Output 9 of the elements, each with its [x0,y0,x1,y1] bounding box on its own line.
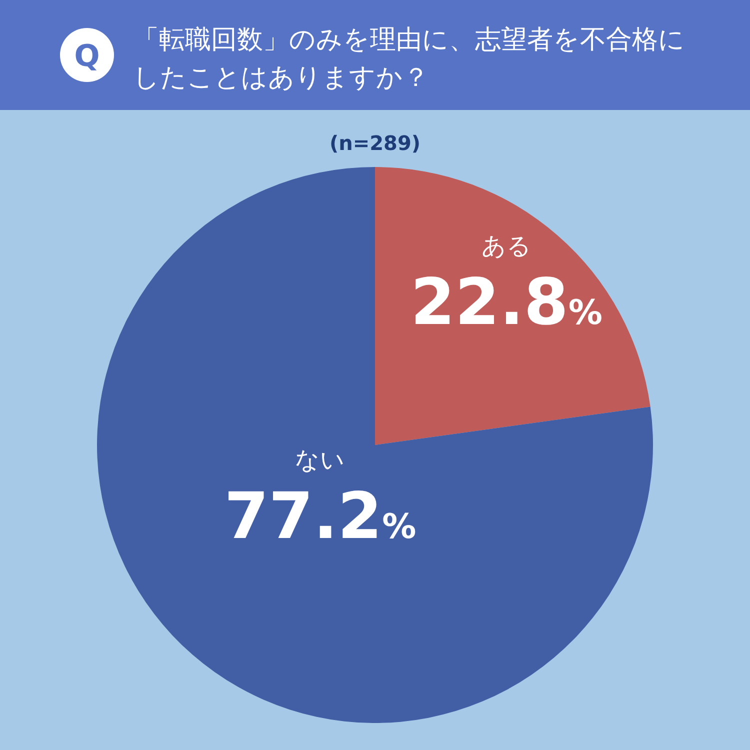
chart-subtitle: (n=289) [329,131,421,155]
data-label: 22.8% [410,266,602,340]
chart-title: 「転職回数」のみを理由に、志望者を不合格にしたことはありますか？ [133,25,685,93]
slice-label: ある [481,232,532,260]
pie-slice [375,167,650,445]
slice-label: ない [295,446,346,474]
text: Q [74,39,100,74]
data-label: 77.2% [224,480,416,554]
pie-slice [97,167,653,723]
